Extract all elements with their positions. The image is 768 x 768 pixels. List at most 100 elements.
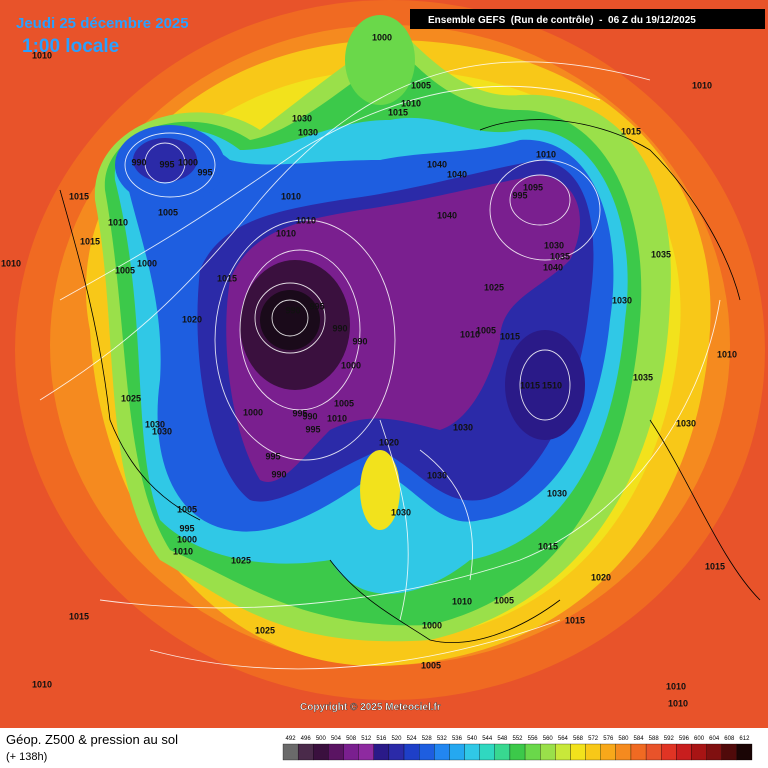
colorbar-label: 572 xyxy=(588,736,599,742)
isobar-label: 1025 xyxy=(121,393,141,403)
isobar-label: 1020 xyxy=(591,572,611,582)
isobar-label: 1010 xyxy=(692,80,712,90)
isobar-label: 995 xyxy=(265,451,280,461)
isobar-label: 1010 xyxy=(666,681,686,691)
isobar-label: 1005 xyxy=(421,660,441,670)
field xyxy=(505,330,585,440)
isobar-label: 1040 xyxy=(437,210,457,220)
colorbar-label: 592 xyxy=(664,736,675,742)
isobar-label: 1010 xyxy=(668,698,688,708)
isobar-label: 995 xyxy=(159,159,174,169)
isobar-label: 1020 xyxy=(182,314,202,324)
isobar-label: 1005 xyxy=(494,595,514,605)
colorbar-label: 552 xyxy=(512,736,523,742)
isobar-label: 1015 xyxy=(388,107,408,117)
local-time: 1:00 locale xyxy=(22,36,119,57)
colorbar-swatch xyxy=(358,743,374,761)
coastlines xyxy=(59,119,761,643)
colorbar-swatch xyxy=(388,743,405,761)
colorbar-label: 588 xyxy=(649,736,660,742)
isobar-label: 1035 xyxy=(550,251,570,261)
colorbar-swatch xyxy=(706,743,722,761)
date: Jeudi 25 décembre 2025 xyxy=(16,15,189,32)
isobar-label: 1030 xyxy=(676,418,696,428)
isobar-label: 1015 xyxy=(621,126,641,136)
colorbar-swatch xyxy=(555,743,571,761)
colorbar-label: 556 xyxy=(528,736,539,742)
isobar-label: 1000 xyxy=(372,32,392,42)
colorbar-swatch xyxy=(661,743,677,761)
isobar-label: 1010 xyxy=(327,413,347,423)
colorbar-swatch xyxy=(282,743,299,761)
isobar-label: 1015 xyxy=(69,191,89,201)
isobar-label: 1000 xyxy=(341,360,361,370)
colorbar-label: 492 xyxy=(286,736,297,742)
isobar-label: 1000 xyxy=(137,258,157,268)
isobar-label: 1030 xyxy=(544,240,564,250)
isobar-label: 995 xyxy=(197,167,212,177)
isobar-label: 1030 xyxy=(152,426,172,436)
field xyxy=(345,15,415,105)
colorbar-swatch xyxy=(676,743,692,761)
isobar-label: 1010 xyxy=(276,228,296,238)
colorbar-swatch xyxy=(419,743,435,761)
isobar-label: 990 xyxy=(332,323,347,333)
colorbar-label: 548 xyxy=(497,736,508,742)
colorbar-swatch xyxy=(691,743,707,761)
isobar-label: 1005 xyxy=(158,207,178,217)
colorbar-swatch xyxy=(524,743,541,761)
isobar-label: 1030 xyxy=(612,295,632,305)
isobar-label: 995 xyxy=(512,190,527,200)
colorbar-swatch xyxy=(343,743,359,761)
colorbar-label: 524 xyxy=(407,736,418,742)
isobar-label: 1010 xyxy=(32,679,52,689)
isobar-label: 1015 xyxy=(565,615,585,625)
footer-lead: (+ 138h) xyxy=(6,751,47,763)
isobar-label: 990 xyxy=(352,336,367,346)
colorbar-label: 540 xyxy=(467,736,478,742)
colorbar-label: 576 xyxy=(603,736,614,742)
colorbar-label: 580 xyxy=(618,736,629,742)
isobar-label: 1015 xyxy=(69,611,89,621)
colorbar-swatch xyxy=(313,743,329,761)
colorbar-swatch xyxy=(615,743,632,761)
colorbar-label: 516 xyxy=(376,736,387,742)
isobar-label: 1010 xyxy=(401,98,421,108)
isobar-label: 1015 xyxy=(520,380,540,390)
isobar-label: 1005 xyxy=(115,265,135,275)
colorbar-swatch xyxy=(585,743,601,761)
colorbar-label: 560 xyxy=(543,736,554,742)
colorbar-label: 568 xyxy=(573,736,584,742)
colorbar-label: 536 xyxy=(452,736,463,742)
colorbar-swatch xyxy=(449,743,465,761)
isobar-label: 1000 xyxy=(243,407,263,417)
isobar-label: 1030 xyxy=(391,507,411,517)
isobar-label: 1510 xyxy=(542,380,562,390)
isobar-label: 1040 xyxy=(543,262,563,272)
colorbar-swatch xyxy=(630,743,647,761)
isobar-label: 1095 xyxy=(523,182,543,192)
colorbar-swatch xyxy=(464,743,480,761)
isobar-label: 1010 xyxy=(281,191,301,201)
isobar-label: 995 xyxy=(305,424,320,434)
isobar-label: 1010 xyxy=(717,349,737,359)
isobar-label: 995 xyxy=(292,408,307,418)
colorbar-label: 608 xyxy=(724,736,735,742)
footer-title: Géop. Z500 & pression au sol xyxy=(6,732,178,747)
isobar-label: 1010 xyxy=(296,215,316,225)
colorbar-swatch xyxy=(540,743,556,761)
isobar-label: 1015 xyxy=(538,541,558,551)
isobar-label: 1030 xyxy=(547,488,567,498)
isobar-label: 1015 xyxy=(705,561,725,571)
isobar-label: 1030 xyxy=(427,470,447,480)
isobar-label: 1025 xyxy=(231,555,251,565)
isobar-label: 1005 xyxy=(476,325,496,335)
isobar-label: 1030 xyxy=(298,127,318,137)
colorbar-label: 496 xyxy=(301,736,312,742)
colorbar-label: 604 xyxy=(709,736,720,742)
isobar-label: 1025 xyxy=(484,282,504,292)
isobar-label: 995 xyxy=(309,301,324,311)
colorbar-swatch xyxy=(328,743,344,761)
